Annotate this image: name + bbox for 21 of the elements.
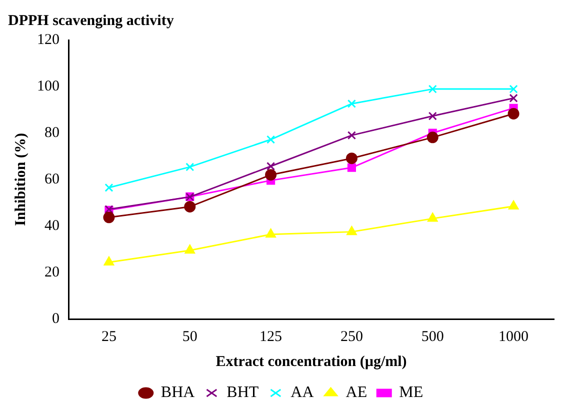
legend-label: BHT — [226, 384, 259, 402]
chart-title: DPPH scavenging activity — [8, 12, 174, 29]
legend-label: BHA — [160, 384, 196, 402]
y-tick-label: 20 — [44, 264, 60, 280]
x-axis-title: Extract concentration (µg/ml) — [216, 354, 407, 370]
legend-label: AA — [290, 384, 314, 402]
legend-label: ME — [399, 384, 424, 402]
y-tick-label: 80 — [44, 124, 60, 141]
y-tick-label: 0 — [52, 310, 60, 327]
y-tick-label: 60 — [44, 171, 60, 188]
x-tick-label: 25 — [101, 328, 116, 345]
x-tick-label: 500 — [421, 328, 444, 345]
x-tick-label: 50 — [182, 328, 198, 345]
x-tick-label: 125 — [260, 328, 282, 345]
legend-label: AE — [346, 384, 368, 402]
y-axis-title: Inhibition (%) — [12, 133, 29, 226]
y-tick-label: 120 — [37, 32, 60, 48]
x-tick-label: 250 — [340, 328, 363, 345]
y-tick-label: 40 — [44, 218, 60, 234]
y-tick-label: 100 — [37, 78, 60, 94]
x-tick-label: 1000 — [498, 328, 529, 345]
